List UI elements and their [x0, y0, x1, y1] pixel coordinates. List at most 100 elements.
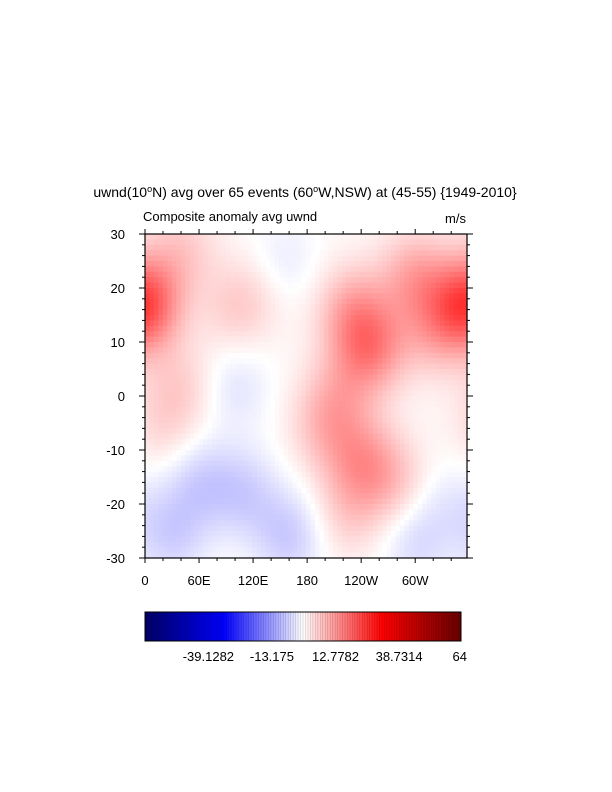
heatmap-cell	[422, 406, 428, 413]
heatmap-cell	[158, 509, 164, 516]
heatmap-cell	[158, 331, 164, 338]
heatmap-cell	[377, 309, 383, 316]
heatmap-cell	[216, 514, 222, 521]
heatmap-cell	[252, 250, 258, 257]
heatmap-cell	[314, 309, 321, 316]
heatmap-cell	[221, 428, 227, 435]
heatmap-cell	[332, 504, 338, 510]
heatmap-cell	[207, 466, 213, 473]
heatmap-cell	[203, 282, 209, 289]
colorbar-box	[300, 612, 304, 641]
heatmap-cell	[399, 412, 405, 419]
heatmap-cell	[350, 428, 356, 435]
heatmap-cell	[395, 455, 401, 462]
heatmap-cell	[449, 352, 455, 359]
heatmap-cell	[185, 493, 191, 500]
heatmap-cell	[149, 277, 155, 284]
heatmap-cell	[149, 358, 155, 365]
heatmap-cell	[194, 239, 200, 246]
heatmap-cell	[422, 498, 428, 505]
heatmap-cell	[238, 244, 244, 251]
heatmap-cell	[399, 261, 405, 267]
heatmap-cell	[355, 433, 361, 440]
heatmap-cell	[453, 417, 459, 424]
colorbar-box	[295, 612, 299, 641]
heatmap-cell	[225, 455, 231, 462]
heatmap-cell	[176, 331, 182, 338]
heatmap-cell	[408, 352, 414, 359]
heatmap-cell	[417, 433, 423, 440]
heatmap-cell	[377, 514, 383, 521]
y-tick-label: 20	[111, 281, 125, 296]
heatmap-cell	[364, 363, 370, 370]
colorbar-box	[199, 612, 203, 641]
heatmap-cell	[337, 417, 343, 424]
heatmap-cell	[417, 342, 423, 348]
y-tick-label: -10	[106, 443, 125, 458]
heatmap-cell	[225, 261, 231, 267]
heatmap-cell	[234, 482, 240, 489]
heatmap-cell	[243, 455, 249, 462]
heatmap-cell	[149, 347, 155, 354]
heatmap-cell	[301, 331, 307, 338]
heatmap-cell	[449, 552, 455, 559]
heatmap-cell	[426, 363, 432, 370]
heatmap-cell	[346, 320, 352, 327]
heatmap-cell	[297, 266, 303, 273]
heatmap-cell	[288, 466, 294, 473]
heatmap-cell	[221, 369, 227, 375]
heatmap-cell	[386, 450, 392, 456]
heatmap-cell	[265, 487, 271, 494]
heatmap-cell	[408, 482, 414, 489]
heatmap-cell	[390, 293, 397, 300]
heatmap-cell	[314, 342, 321, 348]
heatmap-cell	[462, 298, 468, 305]
heatmap-cell	[261, 244, 267, 251]
heatmap-cell	[216, 466, 222, 473]
heatmap-cell	[390, 509, 397, 516]
heatmap-cell	[189, 396, 195, 402]
heatmap-cell	[426, 358, 432, 365]
heatmap-cell	[319, 536, 325, 543]
heatmap-cell	[422, 320, 428, 327]
heatmap-cell	[212, 514, 218, 521]
heatmap-cell	[314, 498, 321, 505]
heatmap-cell	[373, 536, 379, 543]
heatmap-cell	[145, 531, 151, 537]
heatmap-cell	[274, 450, 280, 456]
heatmap-cell	[167, 450, 173, 456]
heatmap-cell	[243, 471, 249, 478]
heatmap-cell	[297, 514, 303, 521]
heatmap-cell	[440, 363, 446, 370]
heatmap-cell	[171, 261, 177, 267]
heatmap-cell	[390, 271, 397, 278]
heatmap-cell	[203, 298, 209, 305]
heatmap-cell	[212, 460, 218, 467]
heatmap-cell	[386, 498, 392, 505]
heatmap-cell	[413, 309, 419, 316]
heatmap-cell	[283, 450, 289, 456]
heatmap-cell	[265, 525, 271, 532]
heatmap-cell	[149, 547, 155, 554]
heatmap-cell	[238, 552, 244, 559]
heatmap-cell	[408, 358, 414, 365]
heatmap-cell	[180, 363, 186, 370]
heatmap-cell	[158, 271, 164, 278]
heatmap-cell	[417, 347, 423, 354]
heatmap-cell	[256, 336, 262, 343]
heatmap-cell	[283, 282, 289, 289]
heatmap-cell	[355, 379, 361, 386]
heatmap-cell	[328, 547, 334, 554]
heatmap-cell	[341, 493, 347, 500]
heatmap-cell	[382, 547, 388, 554]
heatmap-cell	[332, 288, 338, 294]
heatmap-cell	[256, 493, 262, 500]
heatmap-cell	[390, 250, 397, 257]
heatmap-cell	[332, 547, 338, 554]
heatmap-cell	[306, 385, 312, 392]
heatmap-cell	[431, 504, 437, 510]
heatmap-cell	[189, 277, 195, 284]
heatmap-cell	[221, 336, 227, 343]
colorbar-box	[273, 612, 277, 641]
heatmap-cell	[221, 342, 227, 348]
